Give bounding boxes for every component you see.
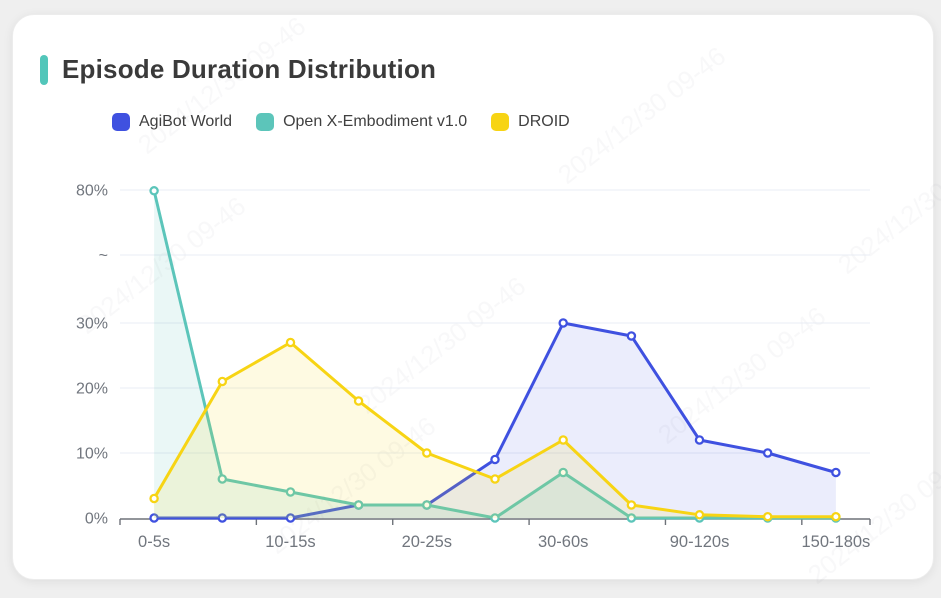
watermark-text: 2024/12/30 09-46: [72, 190, 252, 340]
watermark-text: 2024/12/30 09-46: [262, 410, 442, 560]
watermark-text: 2024/12/30 09-46: [352, 270, 532, 420]
legend-swatch-icon: [256, 113, 275, 131]
title-accent-bar: [40, 54, 48, 85]
watermark-text: 2024/12/30 09-46: [552, 40, 732, 190]
chart-header: Episode Duration Distribution: [40, 54, 436, 85]
page-title: Episode Duration Distribution: [62, 54, 437, 84]
chart-legend: AgiBot World Open X-Embodiment v1.0 DROI…: [112, 113, 570, 131]
legend-swatch-icon: [112, 113, 130, 131]
legend-swatch-icon: [491, 113, 510, 131]
watermark-text: 2024/12/30 09-46: [132, 10, 312, 160]
legend-label: Open X-Embodiment v1.0: [283, 113, 468, 130]
legend-label: AgiBot World: [139, 113, 233, 130]
legend-item-open-x-embodiment[interactable]: Open X-Embodiment v1.0: [256, 113, 467, 131]
legend-item-agibot-world[interactable]: AgiBot World: [112, 113, 232, 131]
watermark-text: 2024/12/30 09-46: [652, 300, 832, 450]
legend-label: DROID: [518, 113, 570, 130]
watermark-text: 2024/12/30 09-46: [802, 440, 941, 590]
watermark-text: 2024/12/30 09-46: [832, 131, 941, 280]
legend-item-droid[interactable]: DROID: [491, 113, 570, 131]
